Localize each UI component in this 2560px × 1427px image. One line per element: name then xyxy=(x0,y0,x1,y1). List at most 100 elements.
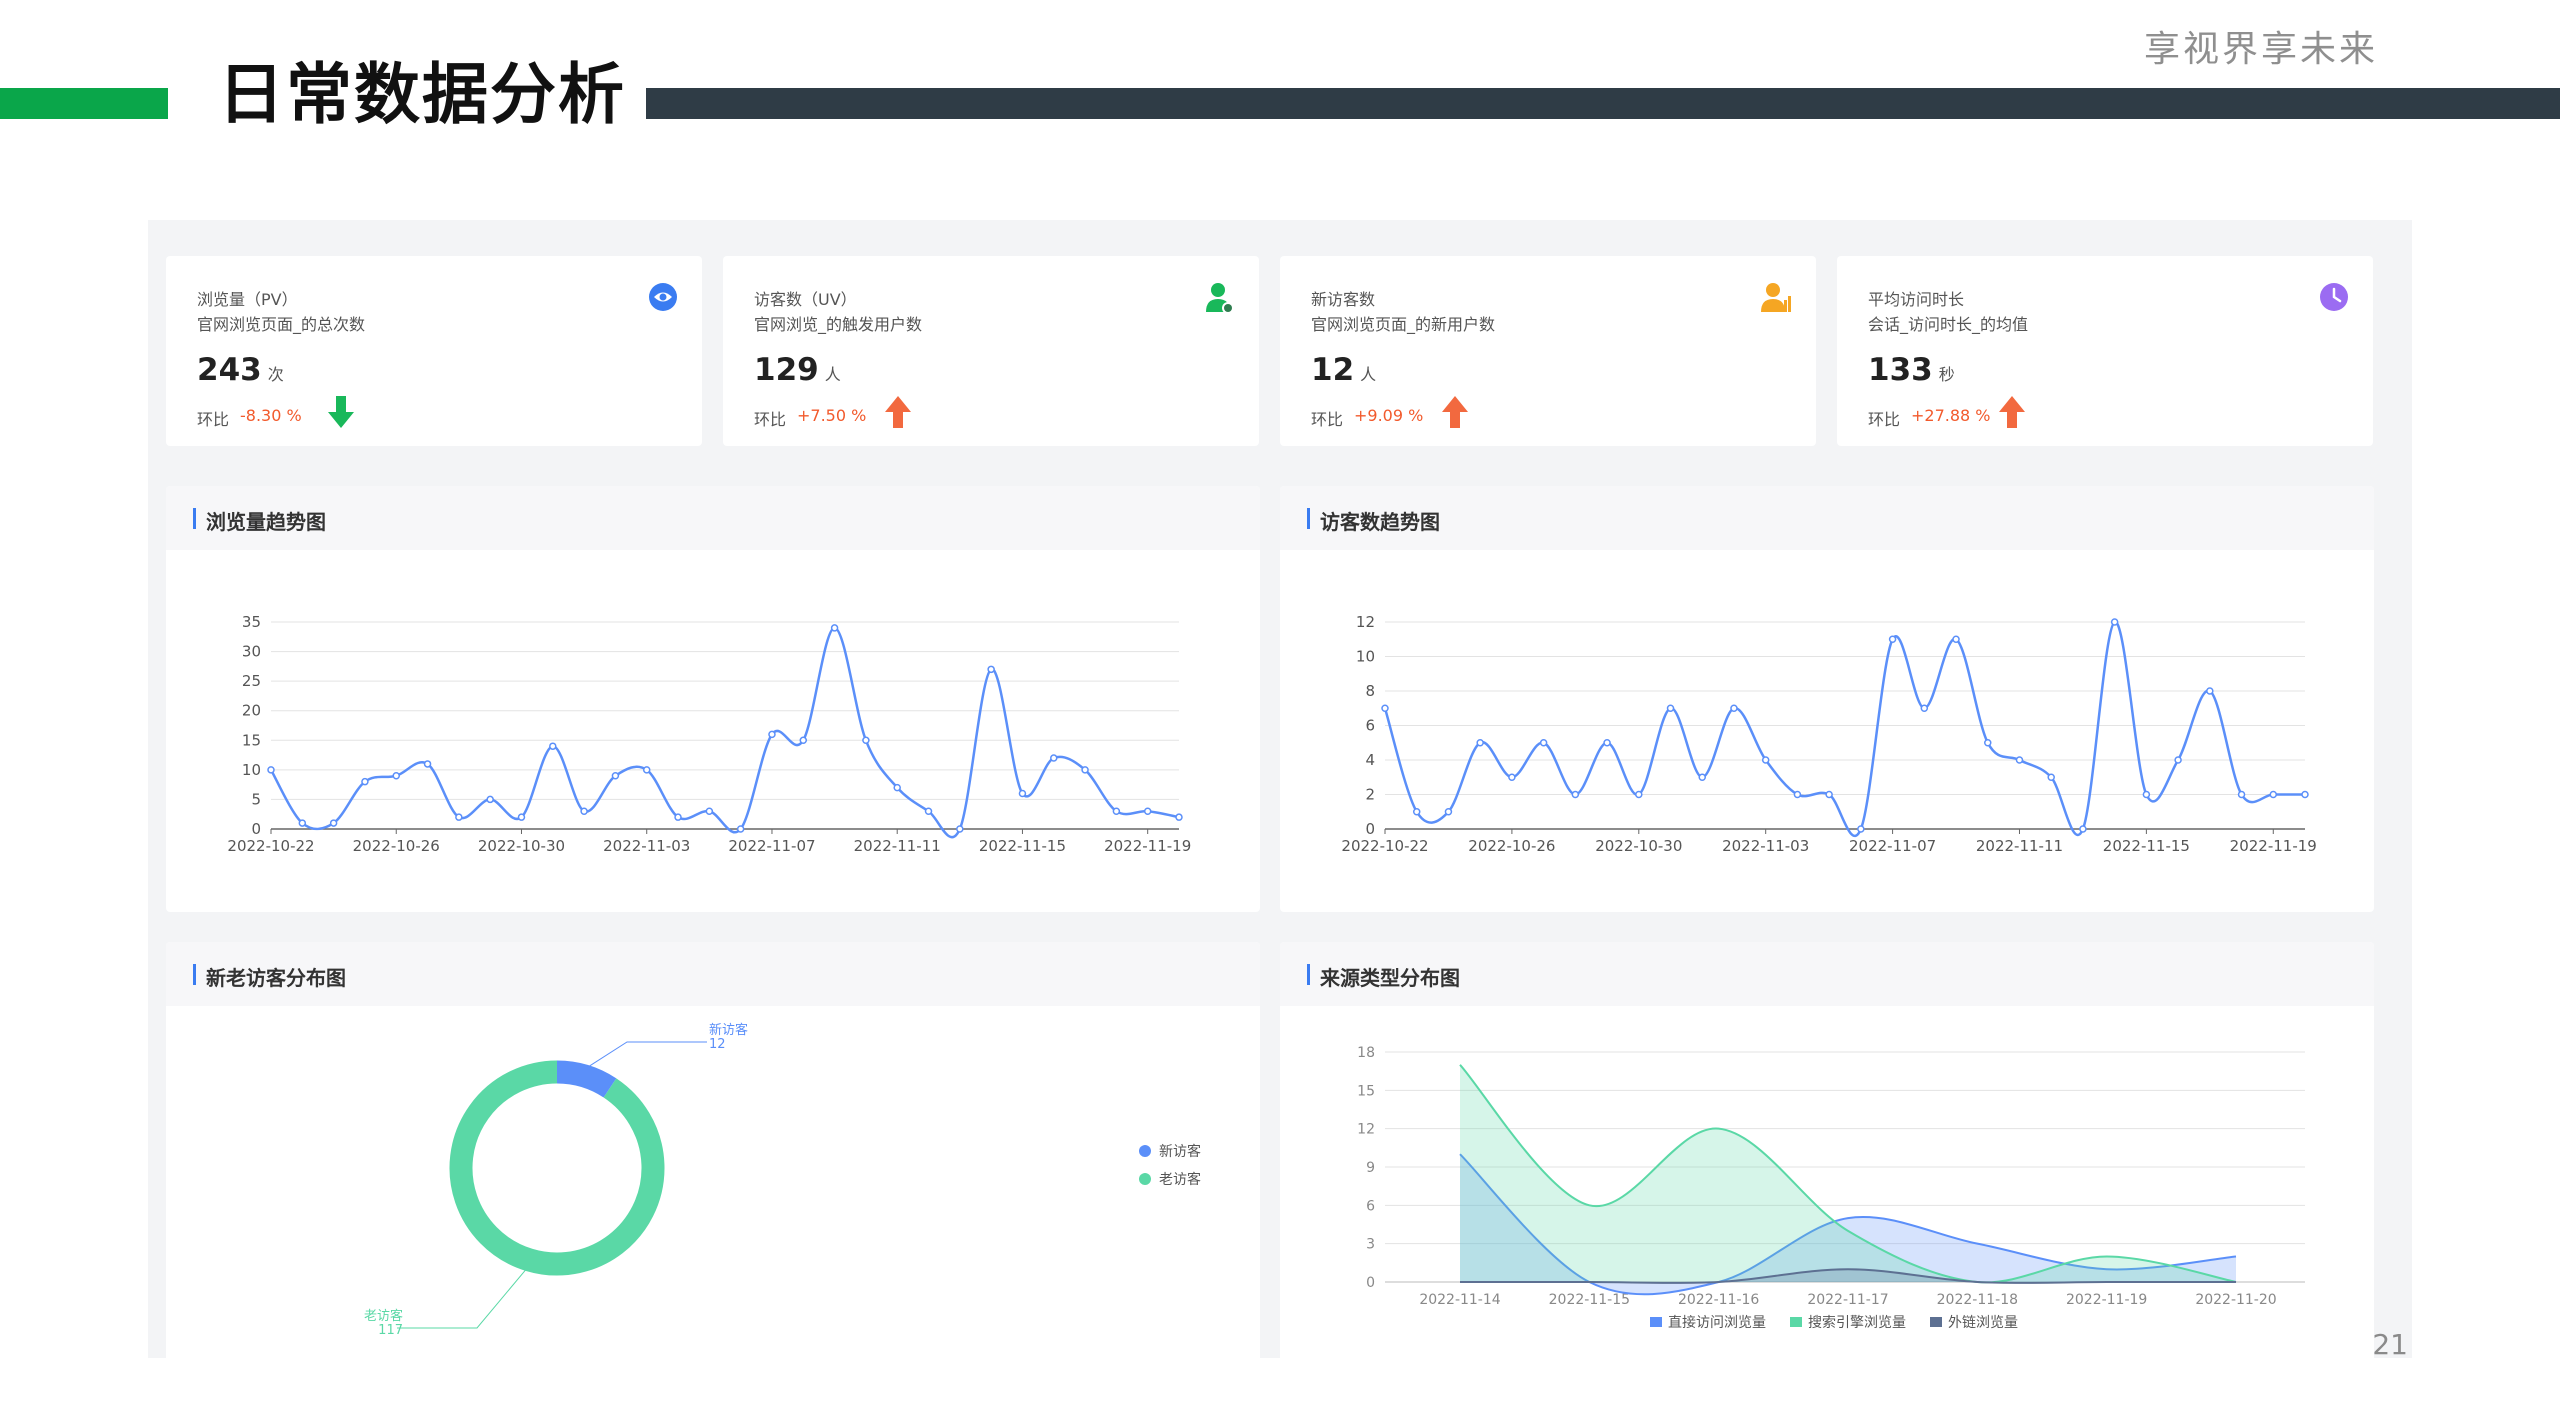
x-tick-label: 2022-11-17 xyxy=(1807,1292,1888,1308)
legend-marker xyxy=(1930,1317,1942,1327)
y-tick-label: 0 xyxy=(251,820,261,838)
uv-line-chart: 0 2 4 6 8 10 12 2022-10-22 2022-10-26 2022-10-30 2… xyxy=(1341,613,2317,855)
x-tick-label: 2022-11-16 xyxy=(1678,1292,1759,1308)
data-point xyxy=(1112,807,1121,816)
kpi-compare-value: +9.09 % xyxy=(1354,406,1424,425)
y-tick-label: 0 xyxy=(1365,820,1375,838)
data-point xyxy=(1081,766,1089,774)
slogan: 享视界享未来 xyxy=(2143,29,2378,70)
y-tick-label: 2 xyxy=(1365,786,1375,804)
x-tick-label: 2022-11-18 xyxy=(1937,1292,2018,1308)
series-line xyxy=(1459,1153,2237,1296)
uv-trend-panel: 访客数趋势图 0 2 4 6 8 10 12 2022-10-22 2022-10-26 2022… xyxy=(1280,486,2374,912)
x-tick-label: 2022-11-11 xyxy=(1976,837,2063,855)
data-point xyxy=(1571,790,1580,799)
data-point xyxy=(455,813,463,821)
kpi-compare-label: 环比 xyxy=(197,410,230,429)
x-tick-label: 2022-10-30 xyxy=(1595,837,1682,855)
source-distribution-panel: 来源类型分布图 0 3 6 9 12 15 18 2022-11-14 2022-11-15 20… xyxy=(1280,942,2374,1358)
series-line xyxy=(1383,620,2305,838)
x-tick-label: 2022-11-14 xyxy=(1419,1292,1500,1308)
data-point xyxy=(2110,618,2119,626)
kpi-card-new-visitors[interactable]: 新访客数 官网浏览页面_的新用户数 12 人 环比 +9.09 % xyxy=(1280,256,1816,446)
data-point xyxy=(2237,790,2246,799)
kpi-card-pv[interactable]: 浏览量（PV） 官网浏览页面_的总次数 243 次 环比 -8.30 % xyxy=(166,256,702,446)
data-point xyxy=(392,772,400,780)
y-tick-label: 35 xyxy=(242,613,261,631)
data-point xyxy=(2015,756,2024,764)
data-point xyxy=(1825,790,1833,799)
data-point xyxy=(1476,739,1484,747)
series-area xyxy=(1460,1269,2236,1283)
page-number: 21 xyxy=(2372,1328,2408,1361)
slice-name-label: 老访客 xyxy=(364,1308,403,1324)
x-tick-label: 2022-11-07 xyxy=(728,837,815,855)
x-tick-label: 2022-11-19 xyxy=(2230,837,2317,855)
leader-line xyxy=(397,1268,528,1329)
legend-label: 搜索引擎浏览量 xyxy=(1808,1314,1906,1331)
arrow-up-icon xyxy=(1999,396,2025,428)
y-tick-label: 5 xyxy=(251,790,261,808)
data-point xyxy=(2269,790,2278,799)
kpi-unit: 秒 xyxy=(1938,365,1955,384)
data-point xyxy=(1920,704,1929,712)
kpi-card-uv[interactable]: 访客数（UV） 官网浏览_的触发用户数 129 人 环比 +7.50 % xyxy=(723,256,1259,446)
slice-name-label: 新访客 xyxy=(709,1022,748,1038)
header-accent-bar xyxy=(0,88,168,119)
x-tick-label: 2022-11-03 xyxy=(1722,837,1809,855)
y-tick-label: 4 xyxy=(1365,751,1375,769)
x-tick-label: 2022-10-22 xyxy=(1341,837,1428,855)
legend-marker xyxy=(1790,1317,1802,1327)
data-point xyxy=(674,813,682,821)
pv-trend-panel: 浏览量趋势图 0 5 10 15 20 25 30 35 2022-10-22 2022-10-2… xyxy=(166,486,1260,912)
visitor-distribution-panel: 新老访客分布图 新访客 12 老访客 117 新访客 老访客 xyxy=(166,942,1260,1358)
data-point xyxy=(2174,756,2182,764)
source-area-chart: 0 3 6 9 12 15 18 2022-11-14 2022-11-15 2022-11-16… xyxy=(1357,1045,2305,1331)
series-line xyxy=(1459,1064,2237,1284)
kpi-compare-value: +27.88 % xyxy=(1911,406,1991,425)
kpi-unit: 人 xyxy=(1360,365,1377,384)
y-tick-label: 8 xyxy=(1365,682,1375,700)
data-point xyxy=(2142,790,2151,799)
data-point xyxy=(830,624,839,632)
data-point xyxy=(2079,825,2087,833)
kpi-title: 访客数（UV） xyxy=(754,290,857,309)
kpi-compare-label: 环比 xyxy=(754,410,787,429)
y-tick-label: 25 xyxy=(242,672,261,690)
data-point xyxy=(705,807,714,816)
panel-header: 浏览量趋势图 xyxy=(166,486,1260,550)
legend-label: 新访客 xyxy=(1159,1143,1201,1160)
data-point xyxy=(517,813,526,821)
donut-slice xyxy=(556,1060,617,1098)
kpi-compare-value: -8.30 % xyxy=(240,406,302,425)
page-title: 日常数据分析 xyxy=(218,56,626,133)
kpi-unit: 次 xyxy=(267,365,284,384)
data-point xyxy=(1698,773,1706,781)
data-point xyxy=(1050,754,1058,762)
data-point xyxy=(580,807,588,816)
data-point xyxy=(1143,807,1152,816)
y-tick-label: 15 xyxy=(1357,1083,1375,1099)
legend-label: 老访客 xyxy=(1159,1171,1201,1188)
data-point xyxy=(1857,825,1865,833)
data-point xyxy=(799,736,808,745)
panel-header: 访客数趋势图 xyxy=(1280,486,2374,550)
data-point xyxy=(1018,789,1027,798)
data-point xyxy=(2301,790,2309,799)
x-tick-label: 2022-10-22 xyxy=(227,837,314,855)
kpi-title: 新访客数 xyxy=(1311,290,1376,309)
kpi-value: 243 次 xyxy=(197,352,284,388)
x-tick-label: 2022-11-15 xyxy=(1549,1292,1630,1308)
data-point xyxy=(1381,704,1389,712)
data-point xyxy=(2206,687,2214,695)
kpi-card-avg-duration[interactable]: 平均访问时长 会话_访问时长_的均值 133 秒 环比 +27.88 % xyxy=(1837,256,2373,446)
data-point xyxy=(1952,635,1960,643)
panel-title: 访客数趋势图 xyxy=(1320,510,1440,534)
data-point xyxy=(329,819,338,827)
data-point xyxy=(1730,704,1738,712)
data-point xyxy=(1984,739,1992,747)
kpi-title: 平均访问时长 xyxy=(1868,290,1965,309)
arrow-up-icon xyxy=(1442,396,1468,428)
x-tick-label: 2022-11-19 xyxy=(1104,837,1191,855)
series-line xyxy=(1460,1268,2236,1284)
